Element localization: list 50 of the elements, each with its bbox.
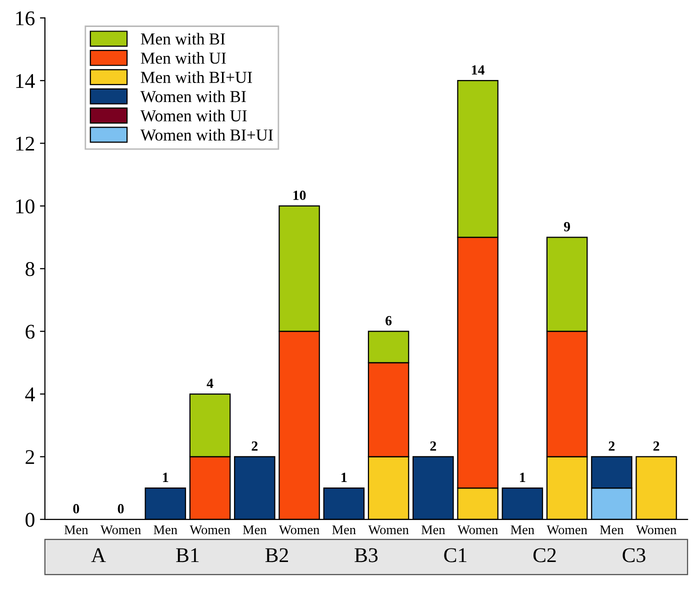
y-tick-label: 2	[26, 450, 34, 464]
x-tick-label: Men	[154, 525, 178, 534]
y-tick-label: 16	[16, 11, 35, 26]
x-tick-label: Men	[332, 525, 356, 534]
x-tick-label: Women	[546, 525, 588, 534]
legend-label: Women with BI	[140, 90, 246, 102]
total-label: 0	[118, 504, 124, 514]
y-tick-label: 12	[16, 136, 34, 151]
y-tick-label: 6	[26, 324, 35, 339]
legend-label: Women with BI+UI	[140, 128, 273, 141]
x-tick-label: Men	[64, 525, 88, 534]
text: C3	[622, 548, 646, 562]
y-tick-label: 4	[25, 388, 35, 402]
x-tick-label: Men	[242, 525, 267, 534]
total-label: 14	[472, 65, 484, 75]
total-label: 9	[564, 222, 570, 232]
total-label: 1	[520, 472, 526, 482]
total-label: 2	[430, 441, 436, 451]
legend-label: Men with UI	[140, 52, 226, 64]
x-tick-label: Women	[278, 525, 320, 534]
y-tick-label: 0	[26, 512, 34, 527]
x-tick-label: Women	[100, 525, 141, 534]
text: A	[91, 548, 106, 562]
x-tick-label: Women	[636, 525, 676, 534]
legend-label: Men with BI	[140, 32, 225, 45]
total-label: 6	[386, 316, 392, 326]
y-tick-label: 10	[16, 199, 34, 214]
text: B2	[265, 548, 288, 562]
total-label: 2	[653, 441, 660, 451]
legend-label: Women with UI	[140, 110, 247, 122]
x-tick-label: Women	[368, 525, 409, 534]
total-label: 2	[252, 441, 258, 451]
y-tick-label: 8	[26, 262, 34, 276]
total-label: 1	[342, 472, 347, 482]
x-tick-label: Men	[510, 525, 534, 534]
text: C1	[444, 548, 466, 562]
total-label: 2	[608, 441, 615, 451]
total-label: 0	[73, 504, 80, 514]
total-label: 1	[163, 472, 168, 482]
text: B1	[176, 548, 199, 562]
text: C2	[533, 548, 556, 562]
x-tick-label: Men	[421, 525, 446, 534]
total-label: 4	[206, 378, 214, 388]
y-tick-label: 14	[16, 74, 35, 88]
total-label: 10	[293, 190, 306, 200]
x-tick-label: Women	[190, 525, 230, 534]
text: B3	[354, 548, 378, 562]
x-tick-label: Men	[600, 525, 624, 534]
legend-label: Men with BI+UI	[140, 71, 252, 84]
x-tick-label: Women	[457, 525, 498, 534]
